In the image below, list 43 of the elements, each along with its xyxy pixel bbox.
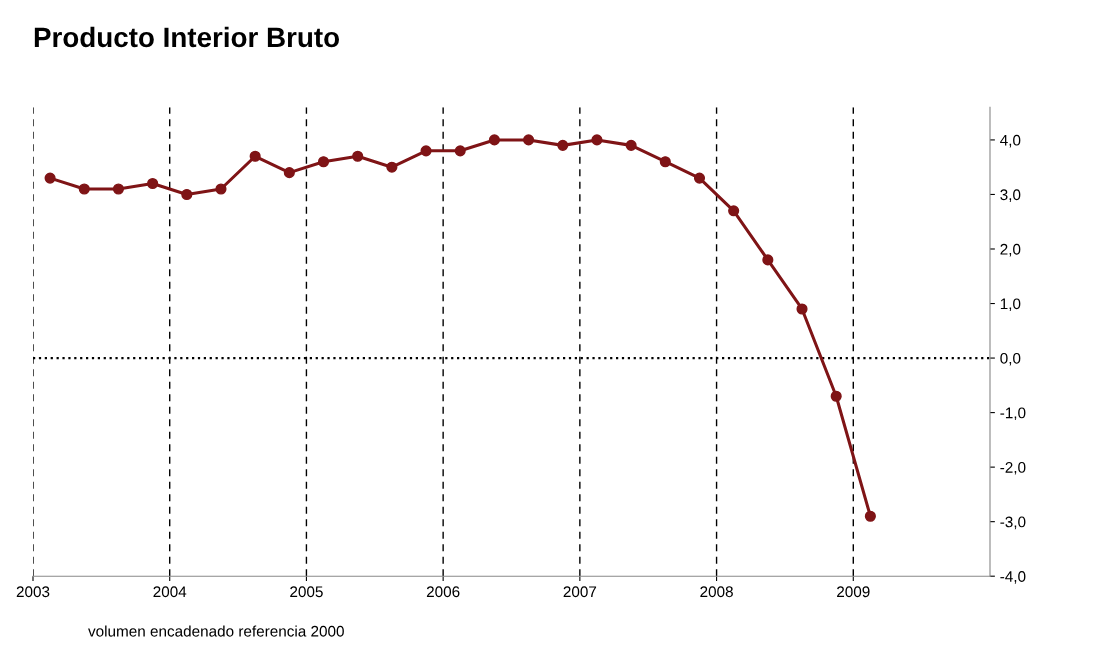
y-tick-label: 1,0 — [1000, 298, 1021, 312]
x-tick-label: 2008 — [700, 586, 733, 598]
point — [557, 139, 569, 151]
point — [796, 303, 808, 315]
y-tick-label: -2,0 — [1000, 462, 1026, 475]
x-tick-label: 2004 — [153, 586, 187, 598]
point — [181, 188, 193, 201]
point — [420, 145, 432, 157]
y-tick-label: -1,0 — [1000, 407, 1026, 421]
point — [352, 150, 364, 162]
point — [488, 134, 500, 146]
x-tick-label: 2005 — [290, 586, 323, 598]
point — [317, 156, 330, 168]
x-tick-label: 2006 — [426, 586, 460, 598]
point — [728, 205, 740, 217]
x-tick-label: 2003 — [16, 586, 50, 598]
point — [283, 167, 295, 179]
point — [591, 134, 603, 146]
point — [215, 183, 227, 195]
y-tick-label: -4,0 — [1000, 571, 1026, 584]
x-tick-label: 2007 — [563, 586, 597, 598]
y-tick-label: -3,0 — [1000, 516, 1026, 530]
point — [830, 390, 842, 402]
y-tick-label: 2,0 — [1000, 243, 1021, 257]
point — [78, 183, 90, 195]
text: volumen encadenado referencia 2000 — [88, 625, 344, 637]
y-tick-label: 4,0 — [1000, 134, 1021, 148]
y-tick-label: 3,0 — [1000, 189, 1021, 202]
point — [112, 183, 125, 195]
y-tick-label: 0,0 — [1000, 352, 1021, 366]
point — [523, 134, 535, 146]
point — [386, 161, 398, 173]
point — [762, 254, 774, 266]
point — [625, 139, 637, 151]
point — [147, 177, 159, 190]
point — [249, 150, 261, 162]
point — [44, 172, 56, 184]
point — [693, 172, 706, 184]
point — [454, 145, 466, 157]
point — [864, 510, 876, 522]
point — [659, 156, 671, 168]
x-tick-label: 2009 — [837, 586, 870, 598]
chart-title: Producto Interior Bruto — [34, 26, 339, 48]
